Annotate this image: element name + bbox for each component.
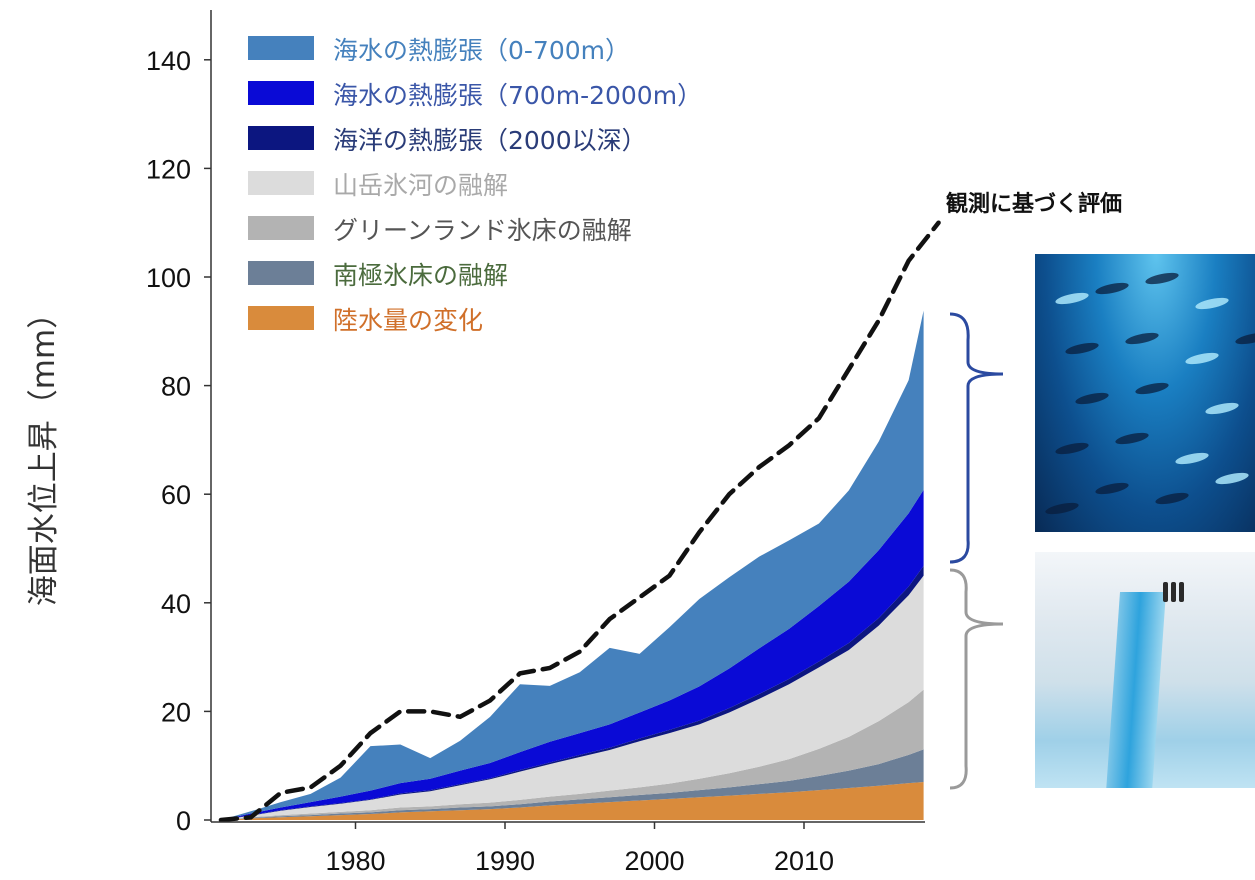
area-series-1 [220,749,924,820]
y-tick-label: 40 [161,589,191,619]
legend-label: 南極氷床の融解 [333,261,508,290]
ocean-brace [949,312,1004,564]
fish-shape [1074,390,1110,407]
fish-shape [1214,470,1250,487]
person-figure [1171,582,1176,602]
legend-swatch [248,126,314,150]
braces [949,312,1004,790]
fish-shape [1094,480,1130,497]
fish-shape [1124,330,1160,347]
fish-shape [1204,400,1240,417]
x-ticks: 1980 1990 2000 2010 [325,822,834,876]
stacked-areas [220,310,924,820]
legend-label: 陸水量の変化 [333,306,483,335]
crevasse-shape [1106,592,1166,788]
legend-label: 海水の熱膨張（0-700m） [333,36,630,65]
axes [210,10,925,823]
area-series-6 [220,310,924,820]
ice-brace [949,568,1004,790]
fish-shape [1144,270,1180,287]
y-tick-label: 120 [146,154,191,184]
x-tick-label: 2010 [774,846,834,876]
fish-shape [1174,450,1210,467]
person-figure [1179,582,1184,602]
area-series-3 [220,575,924,820]
legend-label: 海洋の熱膨張（2000以深） [333,126,647,155]
fish-shape [1154,490,1190,507]
y-tick-label: 80 [161,372,191,402]
legend-swatch [248,261,314,285]
side-panel-title: 観測に基づく評価 [946,192,1123,217]
fish-shape [1234,330,1255,347]
fish-shape [1054,440,1090,457]
area-series-5 [220,489,924,820]
fish-shape [1064,340,1100,357]
fish-shape [1054,290,1090,307]
y-tick-label: 60 [161,480,191,510]
glacier-crevasse-photo-icon [1035,552,1255,788]
fish-shape [1094,280,1130,297]
legend: 海水の熱膨張（0-700m） 海水の熱膨張（700m-2000m） 海洋の熱膨張（2… [248,36,702,335]
person-figure [1163,582,1168,602]
fish-shape [1044,500,1080,517]
legend-swatch [248,81,314,105]
area-series-0 [220,781,924,820]
x-tick-label: 1980 [325,846,385,876]
legend-swatch [248,36,314,60]
y-axis-label: 海面水位上昇（mm） [26,298,62,606]
x-tick-label: 1990 [475,846,535,876]
legend-label: 山岳氷河の融解 [333,171,508,200]
fish-shape [1194,295,1230,312]
y-tick-label: 140 [146,46,191,76]
fish-shape [1134,380,1170,397]
y-tick-label: 0 [176,806,191,836]
legend-swatch [248,306,314,330]
y-tick-label: 20 [161,697,191,727]
y-ticks: 0 20 40 60 80 100 120 140 [146,46,211,836]
ocean-fish-photo-icon [1035,254,1255,532]
y-tick-label: 100 [146,263,191,293]
fish-shape [1184,350,1220,367]
legend-swatch [248,171,314,195]
legend-label: グリーンランド氷床の融解 [333,216,632,245]
fish-shape [1114,430,1150,447]
legend-swatch [248,216,314,240]
observed-dashed-line [218,220,941,823]
x-tick-label: 2000 [624,846,684,876]
legend-label: 海水の熱膨張（700m-2000m） [333,81,702,110]
